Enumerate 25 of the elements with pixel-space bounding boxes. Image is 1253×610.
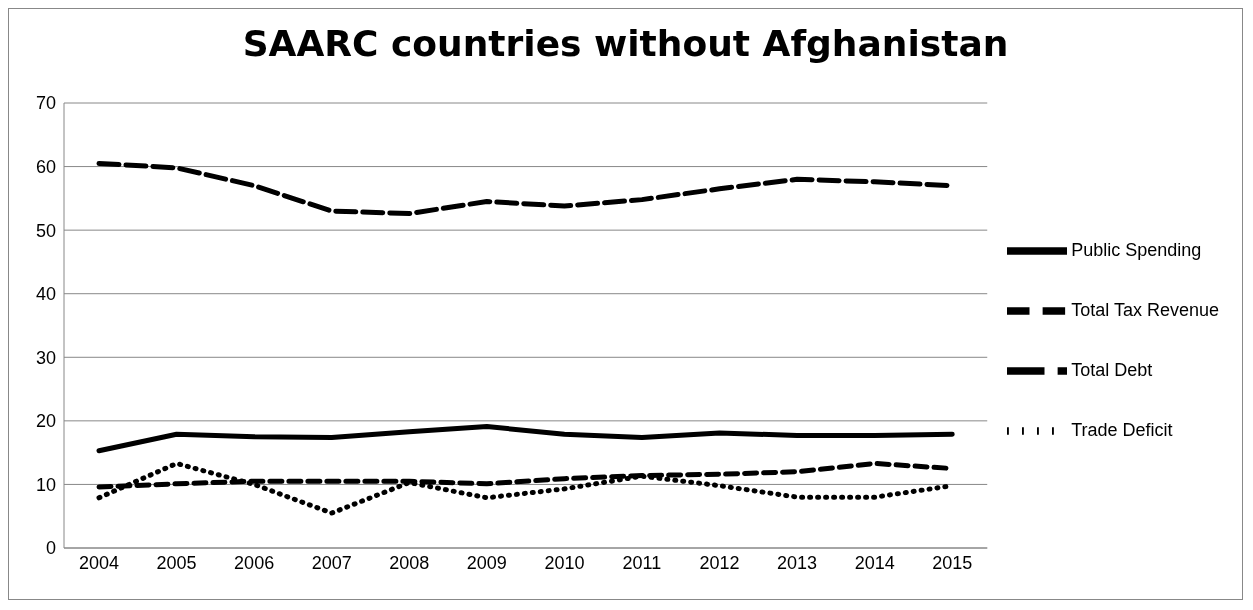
y-tick-label: 20 — [35, 411, 56, 432]
x-tick-label: 2011 — [622, 552, 662, 573]
x-tick-label: 2014 — [854, 552, 895, 573]
x-tick-label: 2007 — [311, 552, 352, 573]
legend-label: Trade Deficit — [1071, 419, 1173, 440]
y-tick-label: 30 — [35, 347, 56, 368]
x-tick-label: 2006 — [234, 552, 275, 573]
x-tick-label: 2010 — [544, 552, 585, 573]
x-tick-label: 2004 — [78, 552, 120, 573]
y-tick-label: 50 — [35, 220, 56, 241]
y-tick-label: 10 — [35, 474, 56, 495]
x-tick-label: 2008 — [389, 552, 430, 573]
x-tick-label: 2009 — [466, 552, 507, 573]
chart-title: SAARC countries without Afghanistan — [241, 23, 1010, 66]
y-tick-label: 40 — [35, 284, 56, 305]
legend-label: Total Tax Revenue — [1071, 299, 1219, 320]
y-tick-label: 0 — [45, 538, 56, 559]
y-tick-label: 70 — [35, 93, 56, 114]
y-tick-label: 60 — [35, 156, 56, 177]
x-tick-label: 2015 — [932, 552, 973, 573]
legend-label: Public Spending — [1071, 239, 1202, 260]
x-tick-label: 2013 — [777, 552, 818, 573]
x-tick-label: 2012 — [699, 552, 740, 573]
x-tick-label: 2005 — [156, 552, 197, 573]
legend-label: Total Debt — [1071, 359, 1153, 380]
